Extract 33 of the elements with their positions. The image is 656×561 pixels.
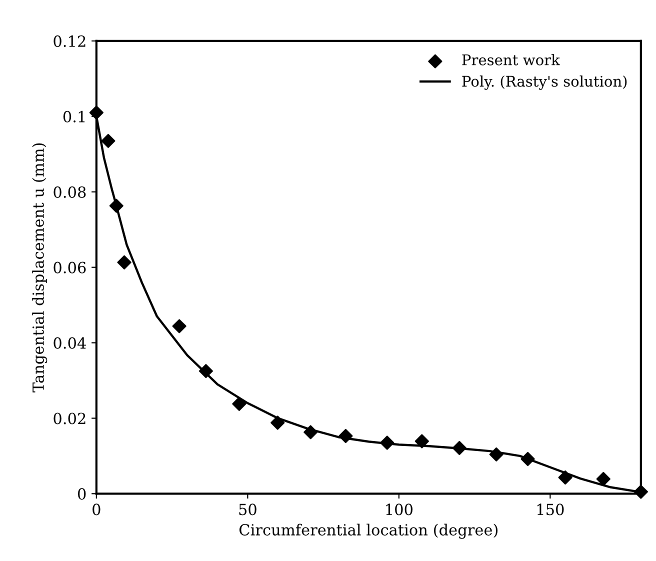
x-tick-label: 150 bbox=[537, 504, 564, 516]
point bbox=[520, 452, 535, 466]
y-tick-label: 0.06 bbox=[54, 262, 86, 274]
point bbox=[172, 319, 186, 334]
x-tick-label: 0 bbox=[92, 504, 100, 516]
point bbox=[634, 484, 648, 499]
x-axis-title: Circumferential location (degree) bbox=[239, 524, 498, 539]
y-tick-label: 0.08 bbox=[54, 186, 86, 198]
point bbox=[101, 134, 116, 148]
point bbox=[232, 396, 246, 411]
y-tick-label: 0.02 bbox=[54, 412, 86, 424]
point bbox=[489, 447, 504, 462]
x-tick-label: 100 bbox=[386, 504, 412, 516]
x-tick-label: 50 bbox=[239, 504, 256, 516]
point bbox=[338, 428, 353, 444]
point bbox=[558, 470, 572, 485]
y-tick-label: 0 bbox=[78, 488, 86, 500]
point bbox=[109, 198, 124, 213]
y-tick-label: 0.1 bbox=[63, 110, 85, 122]
legend-label: Present work bbox=[462, 54, 560, 66]
point bbox=[596, 472, 610, 486]
point bbox=[89, 106, 104, 120]
y-axis-title: Tangential displacement u (mm) bbox=[32, 143, 48, 392]
point bbox=[270, 416, 285, 430]
y-tick-label: 0.04 bbox=[54, 337, 86, 349]
point bbox=[304, 425, 318, 440]
point bbox=[452, 440, 466, 456]
point bbox=[198, 364, 213, 378]
point bbox=[117, 255, 132, 270]
legend-label: Poly. (Rasty's solution) bbox=[462, 75, 627, 90]
point bbox=[380, 436, 394, 450]
point bbox=[414, 434, 429, 448]
y-tick-label: 0.12 bbox=[54, 35, 86, 47]
